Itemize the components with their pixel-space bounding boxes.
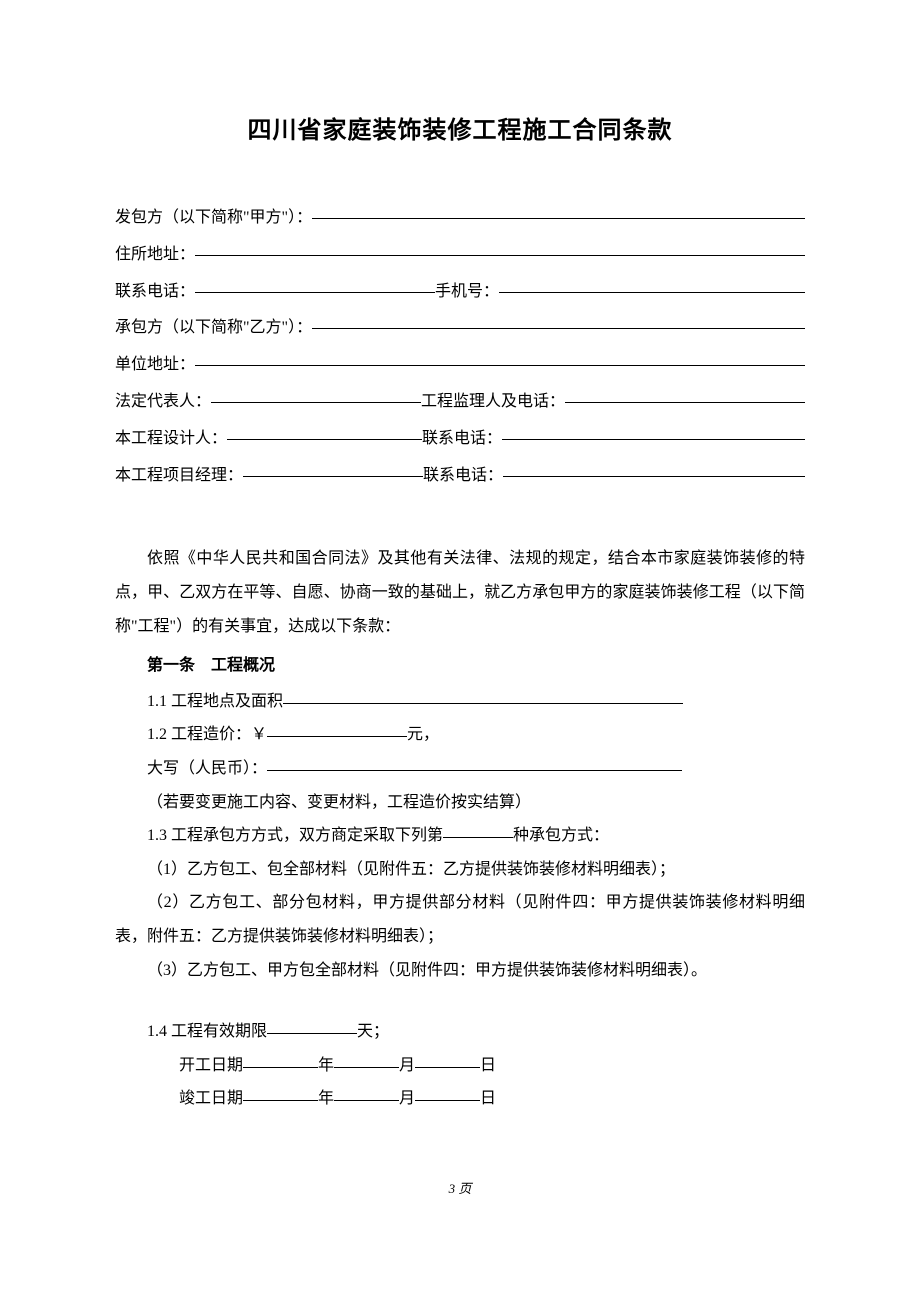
start-day-blank bbox=[415, 1067, 480, 1068]
party-a-label: 发包方（以下简称"甲方"）： bbox=[115, 200, 312, 237]
mobile-blank bbox=[499, 292, 805, 293]
body-section: 依照《中华人民共和国合同法》及其他有关法律、法规的规定，结合本市家庭装饰装修的特… bbox=[115, 542, 805, 1116]
party-b-label: 承包方（以下简称"乙方"）： bbox=[115, 310, 312, 347]
article-1-heading: 第一条 工程概况 bbox=[115, 649, 805, 683]
end-year-blank bbox=[243, 1100, 318, 1101]
contact-phone-label2: 联系电话： bbox=[423, 458, 503, 495]
day-label2: 日 bbox=[480, 1090, 496, 1107]
phone-label: 联系电话： bbox=[115, 274, 195, 311]
legal-rep-blank bbox=[211, 402, 421, 403]
clause-1-4-post: 天； bbox=[357, 1023, 389, 1040]
end-label: 竣工日期 bbox=[179, 1090, 243, 1107]
clause-1-3: 1.3 工程承包方方式，双方商定采取下列第 种承包方式： bbox=[115, 819, 805, 853]
address-a-label: 住所地址： bbox=[115, 237, 195, 274]
clause-1-4-pre: 1.4 工程有效期限 bbox=[147, 1023, 267, 1040]
clause-1-2-caps-blank bbox=[267, 770, 682, 771]
supervisor-label: 工程监理人及电话： bbox=[421, 384, 565, 421]
page-number: 3 页 bbox=[0, 1178, 920, 1197]
contact-phone-blank bbox=[502, 439, 805, 440]
end-month-blank bbox=[334, 1100, 399, 1101]
clause-1-4: 1.4 工程有效期限 天； bbox=[115, 1015, 805, 1049]
legal-rep-label: 法定代表人： bbox=[115, 384, 211, 421]
party-a-line: 发包方（以下简称"甲方"）： bbox=[115, 200, 805, 237]
pm-line: 本工程项目经理： 联系电话： bbox=[115, 458, 805, 495]
legal-rep-line: 法定代表人： 工程监理人及电话： bbox=[115, 384, 805, 421]
clause-1-2-pre: 1.2 工程造价：￥ bbox=[147, 726, 267, 743]
clause-1-3-blank bbox=[443, 837, 513, 838]
party-a-blank bbox=[312, 218, 805, 219]
designer-label: 本工程设计人： bbox=[115, 421, 227, 458]
clause-1-3-pre: 1.3 工程承包方方式，双方商定采取下列第 bbox=[147, 827, 443, 844]
unit-address-label: 单位地址： bbox=[115, 347, 195, 384]
clause-1-3-post: 种承包方式： bbox=[513, 827, 609, 844]
clause-1-2-post: 元， bbox=[407, 726, 439, 743]
month-label2: 月 bbox=[399, 1090, 415, 1107]
year-label2: 年 bbox=[318, 1090, 334, 1107]
phone-blank bbox=[195, 292, 435, 293]
year-label: 年 bbox=[318, 1057, 334, 1074]
unit-address-blank bbox=[195, 365, 805, 366]
address-a-blank bbox=[195, 255, 805, 256]
month-label: 月 bbox=[399, 1057, 415, 1074]
clause-1-2-caps: 大写（人民币）： bbox=[115, 752, 805, 786]
unit-address-line: 单位地址： bbox=[115, 347, 805, 384]
form-section: 发包方（以下简称"甲方"）： 住所地址： 联系电话： 手机号： 承包方（以下简称… bbox=[115, 200, 805, 494]
clause-1-2: 1.2 工程造价：￥ 元， bbox=[115, 718, 805, 752]
start-date-line: 开工日期 年 月 日 bbox=[115, 1049, 805, 1083]
party-b-line: 承包方（以下简称"乙方"）： bbox=[115, 310, 805, 347]
clause-1-3-opt1: （1）乙方包工、包全部材料（见附件五：乙方提供装饰装修材料明细表）； bbox=[115, 853, 805, 887]
clause-1-2-note: （若要变更施工内容、变更材料，工程造价按实结算） bbox=[115, 786, 805, 820]
contact-phone-label: 联系电话： bbox=[422, 421, 502, 458]
end-date-line: 竣工日期 年 月 日 bbox=[115, 1082, 805, 1116]
start-label: 开工日期 bbox=[179, 1057, 243, 1074]
supervisor-blank bbox=[565, 402, 805, 403]
pm-blank bbox=[243, 476, 423, 477]
clause-1-3-opt3: （3）乙方包工、甲方包全部材料（见附件四：甲方提供装饰装修材料明细表）。 bbox=[115, 954, 805, 988]
phone-line: 联系电话： 手机号： bbox=[115, 274, 805, 311]
contact-phone-blank2 bbox=[503, 476, 805, 477]
pm-label: 本工程项目经理： bbox=[115, 458, 243, 495]
clause-1-1-pre: 1.1 工程地点及面积 bbox=[147, 693, 283, 710]
start-year-blank bbox=[243, 1067, 318, 1068]
clause-1-1: 1.1 工程地点及面积 bbox=[115, 685, 805, 719]
clause-1-1-blank bbox=[283, 703, 683, 704]
designer-line: 本工程设计人： 联系电话： bbox=[115, 421, 805, 458]
document-title: 四川省家庭装饰装修工程施工合同条款 bbox=[115, 110, 805, 145]
clause-1-3-opt2: （2）乙方包工、部分包材料，甲方提供部分材料（见附件四：甲方提供装饰装修材料明细… bbox=[115, 886, 805, 953]
mobile-label: 手机号： bbox=[435, 274, 499, 311]
party-b-blank bbox=[312, 328, 805, 329]
address-a-line: 住所地址： bbox=[115, 237, 805, 274]
clause-1-2-blank bbox=[267, 736, 407, 737]
clause-1-2-caps-pre: 大写（人民币）： bbox=[147, 760, 267, 777]
clause-1-4-blank bbox=[267, 1033, 357, 1034]
end-day-blank bbox=[415, 1100, 480, 1101]
start-month-blank bbox=[334, 1067, 399, 1068]
day-label: 日 bbox=[480, 1057, 496, 1074]
designer-blank bbox=[227, 439, 422, 440]
intro-paragraph: 依照《中华人民共和国合同法》及其他有关法律、法规的规定，结合本市家庭装饰装修的特… bbox=[115, 542, 805, 643]
